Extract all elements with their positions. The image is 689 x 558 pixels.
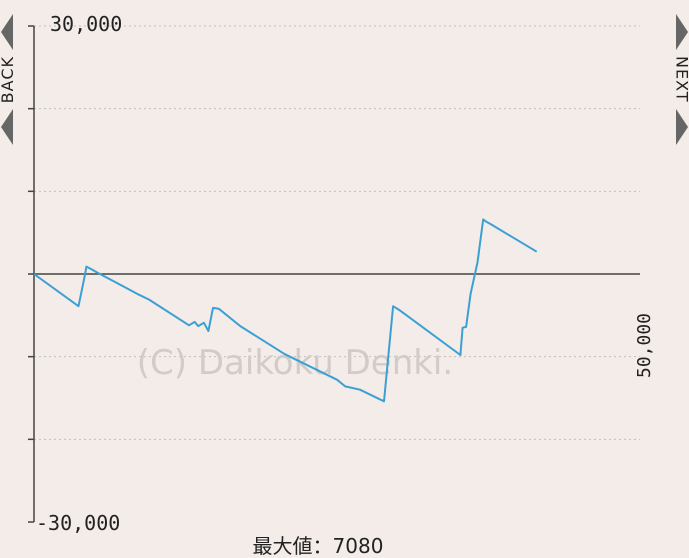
y-tick-label-bottom: -30,000 [36, 511, 120, 535]
next-label: NEXT [672, 56, 689, 103]
x-axis-end-label: 50,000 [634, 313, 655, 378]
next-button[interactable]: NEXT [672, 14, 689, 145]
y-axis-ticks [28, 25, 34, 523]
max-value-label: 最大値：7080 [253, 534, 384, 558]
watermark: (C) Daikoku Denki. [137, 343, 453, 383]
chevron-left-icon [1, 14, 13, 50]
gridlines [34, 25, 640, 440]
series-group [33, 218, 538, 403]
chevron-right-icon [676, 14, 688, 50]
chevron-left-icon [1, 109, 13, 146]
back-label: BACK [0, 56, 17, 104]
series-line [33, 218, 538, 403]
chevron-right-icon [676, 108, 688, 145]
y-tick-label-top: 30,000 [50, 12, 122, 36]
back-button[interactable]: BACK [0, 14, 17, 146]
